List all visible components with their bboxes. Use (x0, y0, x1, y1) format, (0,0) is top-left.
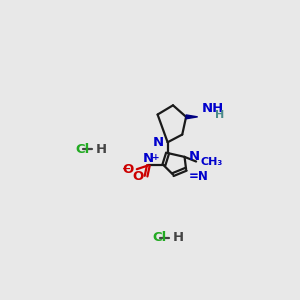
Text: −: − (122, 164, 131, 174)
Text: H: H (214, 110, 224, 120)
Text: +: + (152, 152, 160, 161)
Text: N: N (153, 136, 164, 149)
Text: NH: NH (202, 102, 224, 115)
Text: N: N (143, 152, 154, 165)
Text: Cl: Cl (152, 231, 166, 244)
Text: CH₃: CH₃ (201, 157, 223, 166)
Text: Cl: Cl (75, 143, 89, 156)
Text: O: O (122, 163, 134, 176)
Text: H: H (96, 143, 107, 156)
Polygon shape (186, 115, 198, 119)
Text: O: O (133, 169, 144, 183)
Text: =N: =N (188, 170, 208, 183)
Text: N: N (188, 150, 200, 164)
Text: H: H (173, 231, 184, 244)
